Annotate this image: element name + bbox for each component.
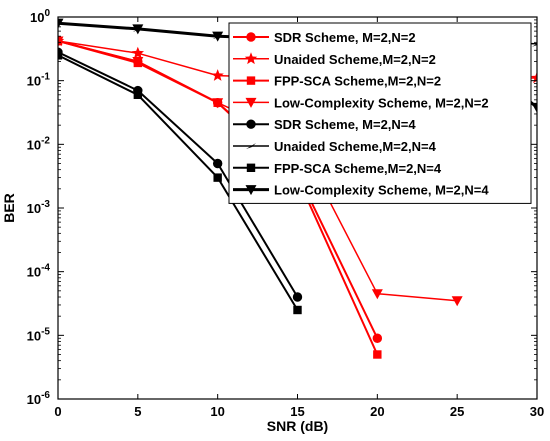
data-point-6-7 <box>532 43 537 47</box>
legend-label: Unaided Scheme,M=2,N=2 <box>274 52 436 67</box>
legend-swatch-marker <box>246 32 256 42</box>
data-point-5-4 <box>292 292 303 302</box>
legend-label: Unaided Scheme,M=2,N=4 <box>274 139 437 154</box>
legend-swatch-marker <box>246 163 256 172</box>
x-tick-label: 20 <box>370 404 384 419</box>
y-axis-label: BER <box>1 193 17 223</box>
legend-label: FPP-SCA Scheme,M=2,N=2 <box>274 74 441 89</box>
legend-label: Low-Complexity Scheme, M=2,N=4 <box>274 183 489 198</box>
legend-label: SDR Scheme, M=2,N=4 <box>274 117 416 132</box>
data-point-7-4 <box>293 305 302 315</box>
legend-item-5: SDR Scheme, M=2,N=4 <box>233 117 416 132</box>
legend-swatch-marker <box>244 52 258 65</box>
x-tick-label: 10 <box>210 404 224 419</box>
y-tick-label: 10-4 <box>27 263 51 280</box>
x-axis-label: SNR (dB) <box>267 418 328 434</box>
series-line-7 <box>58 54 299 311</box>
legend-item-4: Low-Complexity Scheme, M=2,N=2 <box>233 95 489 110</box>
data-point-7-1 <box>58 51 63 60</box>
data-point-8-1 <box>58 18 64 29</box>
legend-item-8: Low-Complexity Scheme, M=2,N=4 <box>233 183 489 198</box>
axes: 0 5 10 15 20 25 30 10-6 10-5 10-4 10-3 10-2 10-1 100 <box>27 8 545 419</box>
legend-item-6: Unaided Scheme,M=2,N=4 <box>233 139 437 154</box>
y-tick-label: 10-3 <box>27 199 51 216</box>
data-point-4-3 <box>212 98 224 109</box>
legend-item-7: FPP-SCA Scheme,M=2,N=4 <box>233 161 442 176</box>
x-tick-label: 15 <box>290 404 304 419</box>
series-7 <box>58 51 302 315</box>
legend-label: SDR Scheme, M=2,N=2 <box>274 30 416 45</box>
data-point-4-6 <box>451 296 463 307</box>
legend-item-2: Unaided Scheme,M=2,N=2 <box>233 52 436 67</box>
x-tick-label: 0 <box>54 404 61 419</box>
data-point-3-5 <box>373 350 382 359</box>
legend-swatch-marker <box>246 119 256 129</box>
legend-swatch-marker <box>246 143 256 149</box>
data-point-4-5 <box>371 289 383 300</box>
data-point-7-3 <box>213 173 222 182</box>
data-point-2-3 <box>211 69 224 81</box>
data-point-1-5 <box>372 333 383 343</box>
y-tick-label: 10-1 <box>27 72 51 89</box>
legend: SDR Scheme, M=2,N=2 Unaided Scheme,M=2,N=… <box>228 22 532 204</box>
y-tick-label: 10-2 <box>27 135 51 152</box>
data-point-5-3 <box>212 158 223 169</box>
legend-label: FPP-SCA Scheme,M=2,N=4 <box>274 161 442 176</box>
x-tick-label: 30 <box>530 404 544 419</box>
legend-swatch-marker <box>245 97 257 108</box>
x-tick-label: 5 <box>134 404 141 419</box>
series-line-5 <box>58 51 299 298</box>
data-point-8-2 <box>132 24 144 35</box>
y-tick-label: 10-6 <box>27 390 51 407</box>
data-point-4-1 <box>58 36 64 47</box>
legend-box <box>228 22 532 204</box>
legend-item-1: SDR Scheme, M=2,N=2 <box>233 30 416 45</box>
data-point-4-2 <box>132 57 144 68</box>
y-tick-label: 100 <box>30 8 50 25</box>
legend-swatch-marker <box>246 76 256 85</box>
legend-label: Low-Complexity Scheme, M=2,N=2 <box>274 95 489 110</box>
legend-swatch-marker <box>245 185 257 196</box>
data-point-8-3 <box>212 31 224 42</box>
legend-item-3: FPP-SCA Scheme,M=2,N=2 <box>233 74 441 89</box>
data-point-8-7 <box>531 102 537 113</box>
data-point-7-2 <box>133 90 143 99</box>
y-tick-label: 10-5 <box>27 326 51 343</box>
x-tick-label: 25 <box>450 404 464 419</box>
data-point-2-2 <box>131 46 144 59</box>
